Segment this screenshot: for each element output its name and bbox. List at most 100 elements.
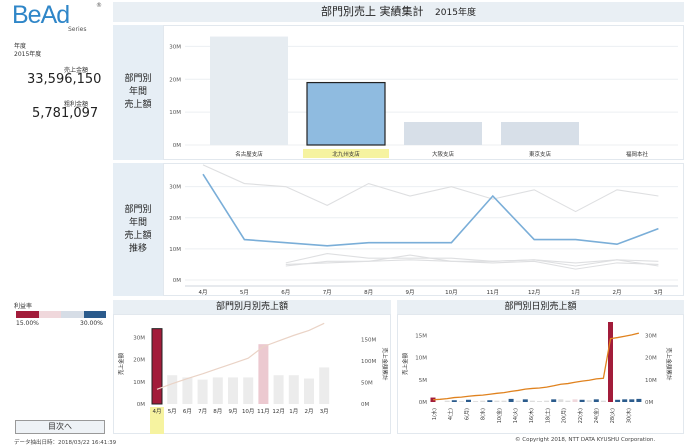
row-label-annual: 部門別 年間 売上額 xyxy=(113,25,163,160)
row-label-trend-line2: 年間 xyxy=(128,217,147,228)
x-tick-label: 14(火) xyxy=(513,408,519,423)
bar xyxy=(319,367,330,404)
daily-bar xyxy=(487,400,493,402)
daily-bar xyxy=(565,400,571,402)
daily-bar xyxy=(544,400,550,402)
x-tick-label: 6(月) xyxy=(464,408,470,420)
y-tick-label: 0M xyxy=(137,402,145,408)
row-label-trend: 部門別 年間 売上額 推移 xyxy=(113,163,163,296)
daily-bar xyxy=(593,399,599,402)
page-title: 部門別売上 実績集計 xyxy=(321,5,424,18)
bar xyxy=(288,375,299,404)
annual-sales-chart: 0M 10M 20M 30M 名古屋支店 北九州支店 大阪支店 東京支店 福岡本社 xyxy=(169,36,678,158)
page-title-bar: 部門別売上 実績集計 2015年度 xyxy=(113,2,684,22)
daily-bar xyxy=(615,399,621,402)
daily-bar xyxy=(515,400,521,402)
x-tick-label: 24(金) xyxy=(593,408,600,423)
x-tick-label: 6月 xyxy=(281,289,290,296)
margin-min: 15.00% xyxy=(16,320,39,327)
y-tick-label: 0M xyxy=(173,278,181,284)
daily-bar xyxy=(480,400,486,402)
selected-category-highlight xyxy=(303,149,389,158)
month-chart-title: 部門別月別売上額 xyxy=(113,300,391,314)
daily-bar xyxy=(537,401,542,402)
y-tick-label: 0M xyxy=(419,400,427,406)
y2-tick-label: 0M xyxy=(645,400,653,406)
row-label-annual-line2: 年間 xyxy=(128,87,147,97)
x-tick-label: 16(木) xyxy=(528,408,535,423)
x-tick-label: 2月 xyxy=(305,408,314,415)
logo-text: BeAd xyxy=(12,1,70,29)
margin-color-scale xyxy=(16,311,106,318)
x-tick-label: 北九州支店 xyxy=(332,150,360,158)
year-label: 年度 xyxy=(14,43,27,50)
daily-bar xyxy=(572,399,578,402)
x-tick-label: 8(水) xyxy=(480,408,487,420)
x-tick-label: 20(月) xyxy=(562,408,568,423)
row-label-annual-line3: 売上額 xyxy=(124,100,152,110)
daily-bar xyxy=(501,400,507,402)
x-tick-label: 6月 xyxy=(183,408,192,415)
x-tick-label: 28(火) xyxy=(610,408,616,423)
x-tick-label: 1月 xyxy=(289,408,298,415)
daily-bar xyxy=(629,399,635,402)
x-tick-label: 8月 xyxy=(213,408,222,415)
x-tick-label: 8月 xyxy=(364,289,373,296)
row-label-annual-line1: 部門別 xyxy=(124,74,152,84)
y-axis-label: 売上金額 xyxy=(117,353,125,376)
y2-tick-label: 100M xyxy=(361,359,376,365)
y2-tick-label: 30M xyxy=(645,333,657,339)
trend-line-panel xyxy=(163,163,684,296)
x-tick-label: 1月 xyxy=(571,289,580,296)
profit-label: 粗利金額 xyxy=(64,101,89,108)
y-tick-label: 0M xyxy=(173,143,181,149)
month-chart-panel xyxy=(113,314,391,434)
bead-logo: BeAd ® Series xyxy=(12,2,102,34)
x-tick-label: 22(水) xyxy=(577,408,584,423)
bar xyxy=(306,81,386,146)
x-tick-label: 10月 xyxy=(445,289,458,296)
y2-tick-label: 50M xyxy=(361,380,373,386)
y-tick-label: 10M xyxy=(169,110,181,116)
annual-bar-panel xyxy=(163,25,684,160)
daily-bar xyxy=(494,400,500,402)
daily-bar xyxy=(458,401,464,402)
extract-timestamp: データ抽出日時：2018/03/22 16:41:39 xyxy=(14,440,117,446)
x-tick-label: 18(土) xyxy=(544,408,551,423)
toc-button[interactable]: 目次へ xyxy=(15,420,105,434)
bar xyxy=(404,122,482,145)
daily-bar xyxy=(586,400,592,402)
x-tick-label: 9月 xyxy=(229,408,238,415)
daily-bar xyxy=(466,399,471,402)
series-line xyxy=(285,259,659,270)
y-tick-label: 10M xyxy=(415,356,427,362)
x-tick-label: 4(土) xyxy=(447,408,454,420)
x-tick-label: 5月 xyxy=(240,289,249,296)
y2-tick-label: 0M xyxy=(361,402,369,408)
bar xyxy=(151,328,163,405)
x-tick-label: 30(木) xyxy=(625,408,632,423)
year-value: 2015年度 xyxy=(14,51,42,58)
x-tick-label: 9月 xyxy=(406,289,415,296)
cumulative-line xyxy=(156,322,325,390)
daily-sales-chart: 0M 5M 10M 15M 0M 10M 20M 30M 売上金額 売上金額累計 1(水) 4(土) 6… xyxy=(401,322,673,423)
x-tick-label: 4月 xyxy=(199,289,208,296)
daily-bar xyxy=(608,322,613,402)
logo-subtitle: Series xyxy=(68,26,87,33)
x-tick-label: 名古屋支店 xyxy=(235,150,263,158)
day-chart-panel xyxy=(397,314,684,434)
monthly-sales-chart: 0M 10M 20M 30M 0M 50M 100M 150M 売上金額 売上金額累計 4月 5月 6月… xyxy=(117,322,389,434)
x-tick-label: 大阪支店 xyxy=(432,150,455,158)
x-tick-label: 2月 xyxy=(613,289,622,296)
cumulative-line xyxy=(432,332,640,401)
x-tick-label: 11月 xyxy=(257,408,270,415)
series-line xyxy=(202,173,659,247)
y2-tick-label: 10M xyxy=(645,378,657,384)
bar xyxy=(304,378,314,404)
daily-bar xyxy=(600,400,606,402)
x-tick-label: 12月 xyxy=(272,408,285,415)
y-tick-label: 20M xyxy=(133,358,145,364)
copyright: © Copyright 2018, NTT DATA KYUSHU Corpor… xyxy=(515,437,656,443)
bar xyxy=(258,344,269,404)
daily-bar xyxy=(579,399,585,402)
